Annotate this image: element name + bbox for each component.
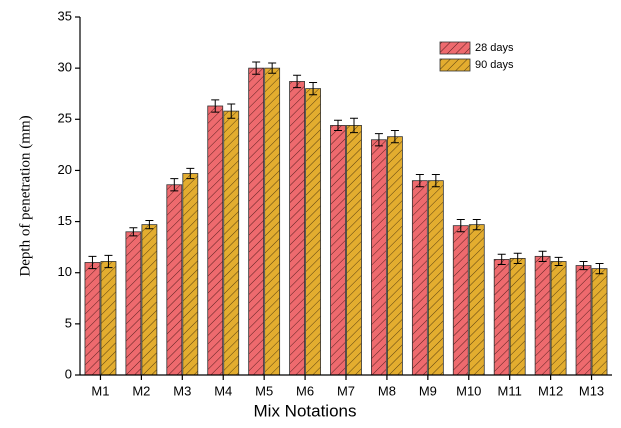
bar	[100, 261, 117, 376]
bar	[468, 224, 485, 376]
y-tick-label: 20	[58, 162, 72, 177]
bar	[207, 105, 224, 376]
bar	[427, 180, 444, 376]
x-tick-label: M8	[378, 383, 396, 398]
bar	[591, 268, 608, 376]
x-tick-label: M6	[296, 383, 314, 398]
legend-label: 28 days	[475, 42, 514, 54]
bar	[371, 139, 387, 376]
x-axis-title: Mix Notations	[254, 401, 357, 420]
y-tick-label: 0	[65, 366, 72, 381]
bar	[141, 224, 158, 376]
bar	[223, 110, 240, 376]
error-bar	[456, 219, 465, 233]
y-tick-label: 15	[58, 213, 72, 228]
bar	[534, 255, 551, 376]
legend-swatch	[439, 41, 471, 55]
x-tick-label: M1	[91, 383, 109, 398]
error-bar	[129, 227, 138, 237]
error-bar	[145, 220, 154, 230]
error-bar	[88, 255, 97, 270]
bar	[509, 257, 526, 376]
y-tick-label: 10	[58, 264, 72, 279]
bar	[387, 136, 403, 376]
error-bar	[472, 219, 481, 231]
error-bar	[293, 74, 302, 89]
y-tick-label: 5	[65, 315, 72, 330]
x-tick-label: M3	[173, 383, 191, 398]
error-bar	[579, 260, 588, 271]
error-bar	[104, 254, 113, 269]
x-tick-label: M11	[498, 383, 522, 398]
y-tick-label: 25	[58, 111, 72, 126]
bar	[452, 225, 469, 376]
legend-swatch	[439, 58, 471, 72]
x-tick-label: M7	[337, 383, 355, 398]
bar	[248, 67, 265, 376]
error-bar	[170, 178, 179, 192]
x-tick-label: M4	[214, 383, 232, 398]
bar	[305, 88, 321, 376]
bar	[125, 231, 142, 376]
error-bar	[497, 253, 506, 266]
bar	[182, 173, 199, 376]
bar	[166, 184, 183, 376]
error-bar	[268, 62, 277, 74]
x-tick-label: M12	[538, 383, 563, 398]
x-tick-label: M2	[132, 383, 150, 398]
error-bar	[374, 133, 383, 147]
x-tick-label: M13	[579, 383, 604, 398]
error-bar	[415, 174, 424, 188]
error-bar	[227, 103, 236, 119]
legend-label: 90 days	[475, 59, 514, 71]
bar	[330, 125, 346, 376]
error-bar	[595, 263, 604, 275]
bar	[493, 259, 510, 376]
bar	[550, 261, 567, 376]
bar	[289, 81, 305, 376]
error-bar	[554, 256, 563, 267]
error-bar	[211, 99, 220, 113]
error-bar	[309, 81, 318, 96]
y-tick-label: 35	[58, 8, 72, 23]
error-bar	[252, 61, 261, 75]
error-bar	[538, 250, 547, 262]
x-tick-label: M9	[419, 383, 437, 398]
error-bar	[390, 130, 399, 144]
error-bar	[186, 167, 195, 180]
y-tick-label: 30	[58, 60, 72, 75]
y-axis-title: Depth of penetration (mm)	[17, 115, 33, 276]
error-bar	[350, 117, 358, 134]
error-bar	[431, 174, 440, 188]
bar	[346, 125, 362, 376]
x-tick-label: M10	[456, 383, 481, 398]
bar	[575, 265, 592, 376]
bar	[411, 180, 428, 376]
bar	[264, 67, 281, 376]
error-bar	[334, 119, 342, 132]
error-bar	[513, 252, 522, 265]
bar	[84, 262, 101, 376]
x-tick-label: M5	[255, 383, 273, 398]
